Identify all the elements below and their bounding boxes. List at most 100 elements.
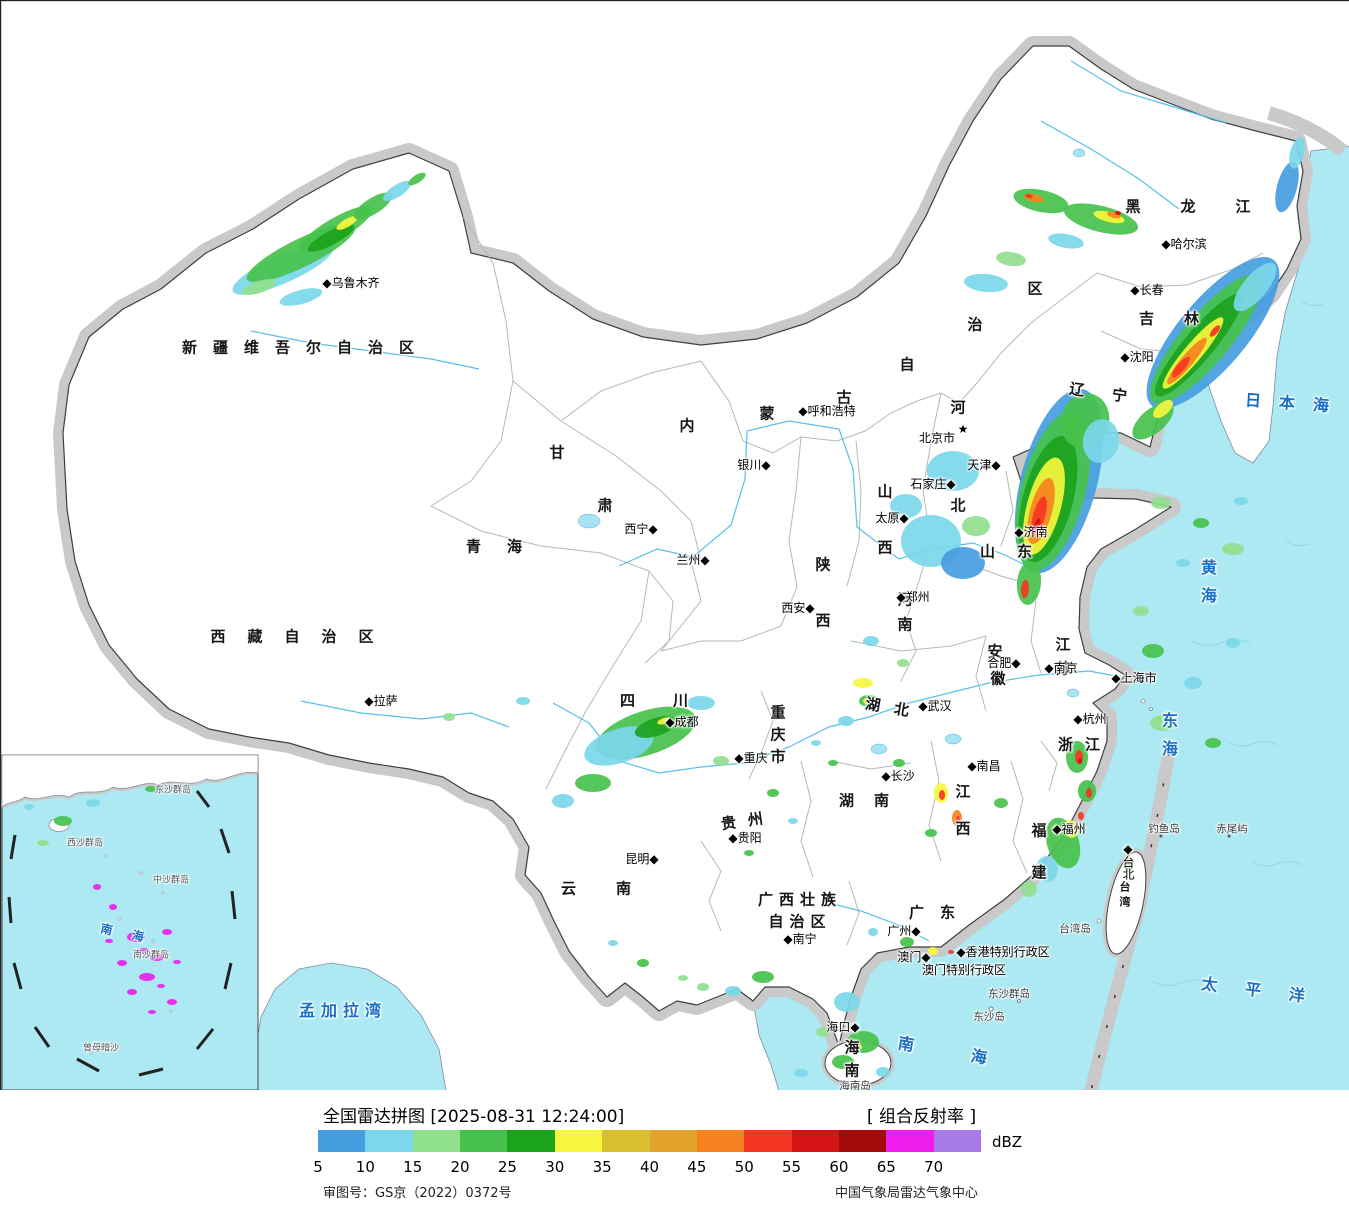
legend-tick-45: 45 <box>687 1158 707 1176</box>
legend-tick-25: 25 <box>497 1158 517 1176</box>
radar-echo <box>1209 325 1221 337</box>
radar-echo <box>1289 137 1305 169</box>
radar-echo <box>1115 210 1121 216</box>
radar-echo <box>794 1069 808 1077</box>
radar-echo <box>687 696 715 710</box>
radar-echo <box>24 804 34 810</box>
radar-echo <box>145 786 157 792</box>
radar-echo <box>752 971 774 983</box>
radar-echo <box>516 697 530 705</box>
china-land <box>62 45 1304 1047</box>
radar-echo <box>1176 559 1190 567</box>
base-map-svg <box>1 1 1349 1091</box>
radar-echo <box>139 948 149 954</box>
radar-echo <box>1127 859 1131 865</box>
radar-echo <box>167 999 177 1005</box>
radar-echo <box>1234 497 1248 505</box>
inset-land <box>1 754 259 808</box>
radar-echo <box>847 1031 879 1053</box>
radar-echo <box>1078 758 1082 764</box>
legend-color-70 <box>933 1130 982 1152</box>
radar-echo <box>1021 881 1037 897</box>
radar-echo <box>1025 193 1033 199</box>
radar-echo <box>725 986 741 996</box>
south-china-sea-inset <box>1 754 259 1091</box>
legend-color-30 <box>554 1130 603 1152</box>
inset-islands <box>89 854 173 1055</box>
radar-echo <box>1063 820 1079 838</box>
radar-echo <box>956 816 960 824</box>
radar-echo <box>767 789 779 797</box>
inset-radar-echo-layer <box>24 786 181 1014</box>
island-arc-band <box>1084 751 1176 1091</box>
radar-echo <box>900 937 914 947</box>
radar-echo <box>1275 161 1299 213</box>
legend-tick-40: 40 <box>639 1158 660 1176</box>
product-label: [ 组合反射率 ] <box>867 1107 977 1127</box>
radar-echo <box>608 940 618 946</box>
radar-echo <box>939 790 945 800</box>
radar-echo <box>1086 788 1092 798</box>
province-borders <box>430 216 1264 946</box>
radar-echo <box>678 975 688 981</box>
legend-color-40 <box>649 1130 697 1152</box>
legend-color-60 <box>838 1130 887 1152</box>
radar-echo <box>832 1055 854 1069</box>
radar-echo <box>552 794 574 808</box>
radar-echo <box>1082 419 1120 463</box>
radar-echo <box>1033 518 1041 534</box>
legend-color-25 <box>507 1130 555 1152</box>
radar-echo <box>925 829 937 837</box>
radar-echo <box>584 726 654 766</box>
radar-echo <box>994 798 1008 808</box>
radar-echo <box>241 279 277 295</box>
radar-echo <box>637 959 649 967</box>
legend-ticks: 5 10 15 20 25 30 35 40 45 50 55 60 65 70 <box>0 1158 1349 1176</box>
radar-echo <box>697 983 709 991</box>
legend-color-20 <box>460 1130 508 1152</box>
radar-echo <box>150 953 164 961</box>
radar-echo <box>1184 677 1202 689</box>
radar-echo <box>307 224 355 252</box>
radar-echo <box>353 192 393 220</box>
radar-echo <box>575 774 611 792</box>
radar-map: 新疆维吾尔自治区 西藏自治区 青海甘肃内蒙古自治区黑龙江 吉林 辽宁河北山西山东陕西河南… <box>0 0 1349 1091</box>
legend-color-15 <box>412 1130 461 1152</box>
radar-echo <box>863 636 879 646</box>
radar-echo <box>828 760 838 766</box>
radar-echo <box>279 288 323 306</box>
radar-echo <box>927 451 979 491</box>
legend-tick-35: 35 <box>592 1158 612 1176</box>
radar-echo <box>105 939 113 943</box>
radar-echo-layer <box>232 137 1305 1077</box>
radar-echo <box>876 1067 890 1077</box>
lakes <box>577 148 1086 755</box>
radar-echo <box>127 932 145 942</box>
radar-echo <box>1226 638 1240 648</box>
radar-echo <box>1233 262 1277 312</box>
legend-tick-15: 15 <box>403 1158 423 1176</box>
radar-echo <box>127 989 137 995</box>
radar-echo <box>93 884 101 890</box>
radar-echo <box>1193 518 1209 528</box>
radar-echo <box>1172 356 1190 378</box>
radar-echo <box>852 1044 862 1050</box>
radar-echo <box>816 1027 830 1037</box>
radar-echo <box>964 273 1008 293</box>
radar-echo <box>897 659 909 667</box>
radar-echo <box>336 216 358 230</box>
legend-color-50 <box>744 1130 792 1152</box>
radar-echo <box>788 818 798 824</box>
radar-echo <box>1048 233 1084 249</box>
map-title: 全国雷达拼图 [2025-08-31 12:24:00] <box>323 1107 625 1127</box>
legend-tick-60: 60 <box>829 1158 849 1176</box>
radar-echo <box>86 799 100 807</box>
radar-echo <box>148 1010 156 1014</box>
radar-echo <box>948 950 954 954</box>
legend-color-10 <box>365 1130 413 1152</box>
credit: 中国气象局雷达气象中心 <box>835 1186 979 1201</box>
russia-coast-band <box>1266 106 1348 157</box>
small-islands <box>988 698 1231 1012</box>
radar-echo <box>713 756 729 766</box>
radar-echo <box>1151 497 1171 509</box>
